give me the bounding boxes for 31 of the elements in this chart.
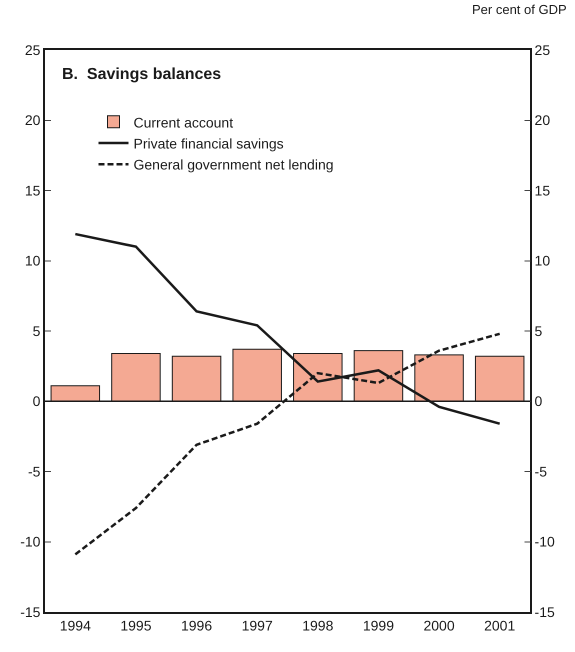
- y-tick-label: 25: [24, 42, 41, 58]
- y2-tick-label: 10: [534, 252, 550, 269]
- x-tick-label: 1999: [362, 618, 394, 634]
- x-tick-label: 1995: [120, 618, 152, 634]
- y2-tick-label: -15: [534, 604, 555, 620]
- text: Per cent of GDP: [472, 2, 567, 17]
- x-tick-label: 2001: [484, 618, 516, 634]
- text: B. Savings balances: [62, 66, 222, 83]
- y2-tick-label: -10: [534, 534, 555, 550]
- y-tick-label: -5: [28, 463, 41, 480]
- y2-tick-label: 15: [534, 182, 550, 198]
- legend-label: General government net lending: [134, 156, 334, 173]
- y-tick-label: -15: [20, 604, 41, 620]
- y2-tick-label: 5: [534, 322, 543, 339]
- y-tick-label: -10: [20, 534, 41, 550]
- x-tick-label: 1997: [242, 618, 273, 634]
- x-tick-label: 1994: [60, 618, 92, 634]
- y2-tick-label: 0: [534, 393, 543, 410]
- y-tick-label: 0: [32, 393, 41, 410]
- y2-tick-label: 20: [534, 112, 550, 128]
- y2-tick-label: -5: [534, 463, 548, 480]
- y2-tick-label: 25: [534, 42, 550, 58]
- y-tick-label: 15: [24, 182, 41, 198]
- legend-label: Private financial savings: [134, 135, 284, 152]
- x-tick-label: 1998: [302, 618, 334, 634]
- y-tick-label: 20: [24, 112, 41, 128]
- x-tick-label: 2000: [423, 618, 455, 634]
- legend-label: Current account: [134, 114, 234, 130]
- y-tick-label: 5: [32, 322, 41, 339]
- y-tick-label: 10: [24, 252, 41, 269]
- x-tick-label: 1996: [180, 618, 212, 634]
